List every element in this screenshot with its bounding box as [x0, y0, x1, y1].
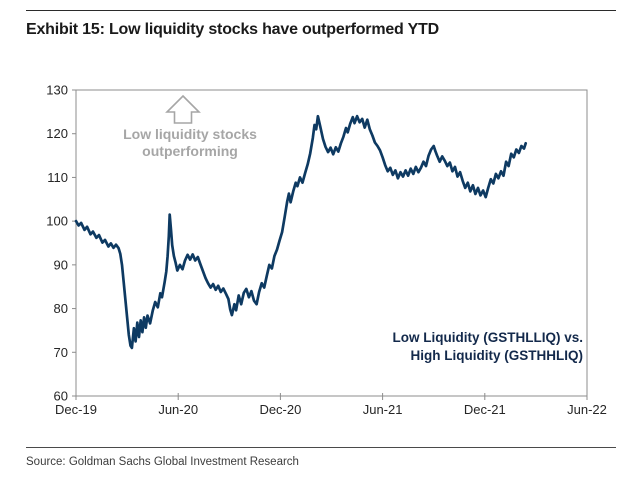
x-axis-label: Jun-20	[158, 402, 198, 417]
source-text: Source: Goldman Sachs Global Investment …	[26, 456, 299, 468]
y-axis-label: 80	[54, 301, 68, 316]
y-axis-label: 110	[47, 170, 68, 185]
legend-line-1: Low Liquidity (GSTHLLIQ) vs.	[392, 330, 584, 345]
top-divider	[26, 10, 616, 11]
annotation-line-2: outperforming	[142, 142, 238, 159]
y-axis-label: 100	[46, 214, 68, 229]
x-axis-label: Dec-20	[259, 402, 301, 417]
exhibit-title: Exhibit 15: Low liquidity stocks have ou…	[26, 21, 439, 38]
x-axis-label: Jun-21	[363, 402, 403, 417]
chart-annotation: Low liquidity stocks outperforming	[105, 126, 275, 160]
y-axis-label: 90	[54, 257, 68, 272]
x-axis-label: Jun-22	[567, 402, 607, 417]
plot-border	[75, 89, 588, 397]
up-arrow-icon	[165, 94, 201, 124]
y-axis-label: 120	[46, 126, 68, 141]
annotation-line-1: Low liquidity stocks	[123, 126, 257, 142]
x-axis-label: Dec-19	[55, 402, 97, 417]
y-axis-label: 130	[46, 83, 68, 98]
x-axis-label: Dec-21	[464, 402, 506, 417]
y-axis-label: 70	[54, 345, 68, 360]
y-axis-label: 60	[54, 389, 68, 404]
legend-line-2: High Liquidity (GSTHHLIQ)	[410, 347, 583, 363]
low-vs-high-liquidity-line	[74, 114, 528, 350]
chart-legend: Low Liquidity (GSTHLLIQ) vs. High Liquid…	[393, 329, 584, 364]
bottom-divider	[26, 447, 616, 448]
